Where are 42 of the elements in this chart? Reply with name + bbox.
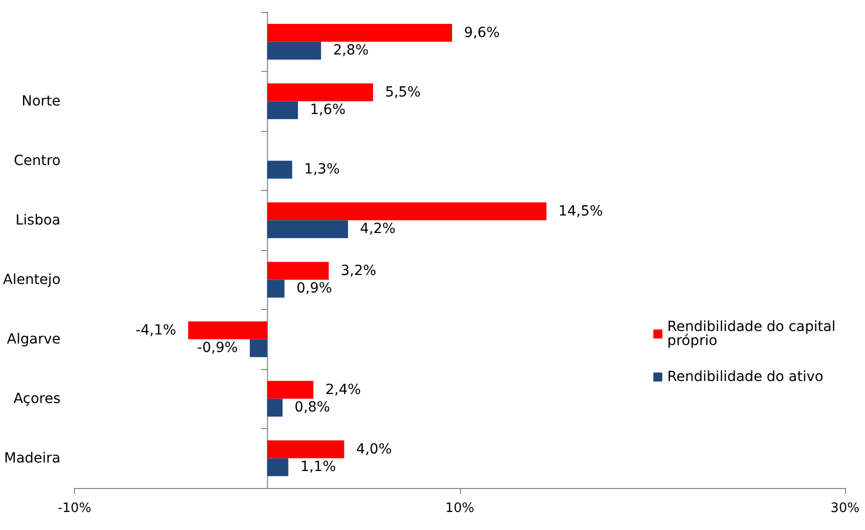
y-tick-label: Madeira: [4, 450, 61, 466]
data-label: -0,9%: [197, 340, 238, 356]
data-label: -4,1%: [136, 322, 176, 338]
bar: [267, 202, 546, 220]
bar: [267, 398, 283, 417]
data-label: 4,0%: [356, 441, 392, 458]
legend-label: Rendibilidade do ativo: [667, 369, 824, 385]
bar: [267, 280, 284, 298]
data-label: 9,6%: [464, 24, 500, 41]
bar: [267, 24, 452, 42]
bar: [250, 339, 268, 358]
bar: [267, 160, 292, 179]
bar: [267, 220, 348, 238]
y-tick-label: Lisboa: [15, 212, 61, 228]
data-label: 0,9%: [296, 280, 332, 297]
bar: [188, 321, 268, 340]
bar: [267, 83, 374, 102]
data-label: 3,2%: [340, 262, 376, 279]
bar: [267, 380, 314, 399]
data-label: 2,8%: [333, 42, 369, 59]
x-tick-label: -10%: [58, 501, 92, 516]
bar: [267, 458, 288, 476]
data-label: 5,5%: [385, 84, 421, 100]
data-label: 0,8%: [294, 400, 330, 416]
data-label: 2,4%: [325, 382, 361, 398]
y-tick-label: Centro: [14, 152, 61, 169]
data-label: 1,1%: [300, 459, 336, 476]
data-label: 4,2%: [360, 221, 396, 238]
bar: [267, 42, 322, 60]
data-label: 1,6%: [310, 102, 346, 118]
y-tick-label: Alentejo: [2, 272, 61, 288]
x-tick-label: 10%: [445, 501, 474, 516]
data-label: 1,3%: [304, 162, 340, 178]
y-tick-label: Norte: [22, 93, 61, 110]
bar: [267, 440, 344, 458]
bar: [267, 262, 329, 280]
y-tick-label: Açores: [14, 390, 61, 407]
x-tick-label: 30%: [830, 501, 860, 516]
legend-label: Rendibilidade do capital próprio: [667, 319, 840, 349]
bar: [267, 101, 298, 120]
data-label: 14,5%: [558, 203, 603, 220]
y-tick-label: Algarve: [6, 331, 61, 348]
